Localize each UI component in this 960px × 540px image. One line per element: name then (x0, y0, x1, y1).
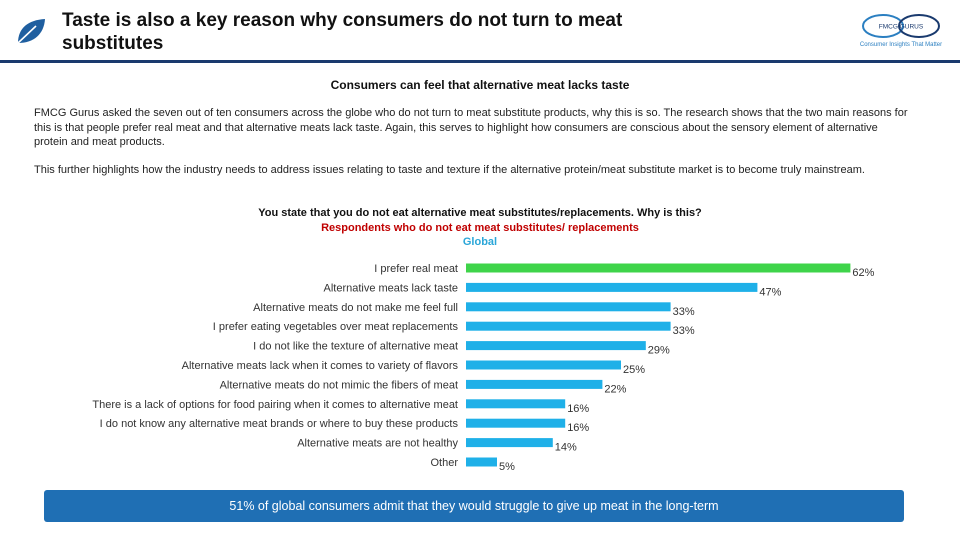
bar-value-label: 29% (648, 345, 670, 357)
brand-tagline: Consumer Insights That Matter (859, 42, 943, 48)
bar-chart: I prefer real meat 62% Alternative meats l… (92, 263, 874, 473)
bar-value-label: 47% (759, 286, 781, 298)
bar-value-label: 33% (673, 306, 695, 318)
bar (466, 457, 497, 467)
bar-value-label: 5% (499, 461, 515, 473)
header-divider (0, 60, 960, 63)
bar-label: Alternative meats do not make me feel fu… (253, 302, 458, 314)
bar (466, 263, 851, 273)
bar (466, 379, 603, 389)
page-title-line-2: substitutes (62, 33, 164, 54)
body-paragraph-1: FMCG Gurus asked the seven out of ten co… (34, 107, 908, 148)
bar-label: Alternative meats do not mimic the fiber… (220, 379, 458, 391)
bar-value-label: 62% (852, 267, 874, 279)
bar-label: I prefer real meat (374, 263, 458, 275)
bar (466, 341, 646, 351)
bar-label: There is a lack of options for food pair… (92, 399, 458, 411)
bar-label: I do not like the texture of alternative… (253, 341, 458, 353)
page-title-line-1: Taste is also a key reason why consumers… (62, 10, 623, 31)
bar-value-label: 16% (567, 422, 589, 434)
body-paragraph-2: This further highlights how the industry… (34, 164, 865, 176)
bar-label: Alternative meats lack when it comes to … (182, 360, 459, 372)
bar-label: I do not know any alternative meat brand… (100, 418, 459, 430)
bar-value-label: 16% (567, 403, 589, 415)
bar (466, 302, 671, 312)
bar (466, 282, 758, 292)
bar-value-label: 14% (555, 442, 577, 454)
bar-label: Alternative meats are not healthy (297, 438, 458, 450)
bar-label: Alternative meats lack taste (323, 282, 458, 294)
chart-heading: You state that you do not eat alternativ… (0, 206, 960, 250)
section-subtitle: Consumers can feel that alternative meat… (330, 78, 630, 92)
chart-question: You state that you do not eat alternativ… (258, 207, 702, 219)
bar-label: Other (430, 457, 458, 469)
chart-respondents: Respondents who do not eat meat substitu… (321, 221, 639, 234)
bar (466, 360, 621, 370)
chart-region: Global (462, 236, 498, 248)
leaf-logo-icon (17, 19, 45, 44)
bar-value-label: 33% (673, 325, 695, 337)
bar-value-label: 25% (623, 364, 645, 376)
brand-name: FMCG GURUS (879, 24, 924, 31)
bar (466, 321, 671, 331)
key-insight-callout: 51% of global consumers admit that they … (44, 490, 904, 522)
bar (466, 399, 566, 409)
bar-value-label: 22% (604, 383, 626, 395)
page-title: Taste is also a key reason why consumers… (62, 9, 762, 55)
bar (466, 438, 553, 448)
bar-label: I prefer eating vegetables over meat rep… (213, 321, 459, 333)
bar (466, 418, 566, 428)
brand-logo: FMCG GURUS (862, 14, 940, 38)
